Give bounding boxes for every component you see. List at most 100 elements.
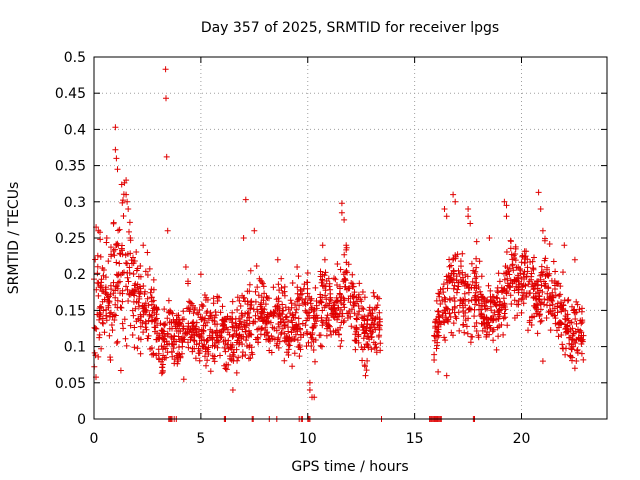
data-point [265, 336, 272, 343]
data-point [335, 331, 342, 338]
data-point [125, 278, 132, 285]
data-point [450, 320, 457, 327]
data-point [338, 294, 345, 300]
data-point [495, 308, 502, 314]
data-point [168, 333, 175, 340]
data-point [509, 280, 516, 287]
data-point [341, 283, 348, 290]
data-point [273, 327, 280, 334]
data-point [496, 278, 503, 285]
data-point [312, 337, 319, 343]
data-point [119, 199, 126, 206]
data-point [500, 295, 507, 302]
data-point [326, 280, 333, 287]
data-point [200, 343, 207, 350]
data-point [564, 311, 571, 318]
data-point [476, 306, 483, 313]
data-point [351, 289, 358, 296]
data-point [150, 276, 157, 283]
data-point [148, 314, 155, 321]
data-point [231, 327, 238, 334]
data-point [120, 213, 127, 219]
data-point [124, 286, 131, 293]
data-point [186, 298, 193, 305]
data-point [246, 314, 252, 321]
data-point [501, 310, 508, 317]
data-point [180, 325, 187, 332]
data-point [153, 305, 160, 311]
data-point [217, 352, 223, 359]
data-point [219, 323, 226, 330]
data-point [531, 302, 537, 309]
data-point [240, 235, 247, 241]
data-point [306, 309, 313, 316]
data-point [352, 346, 359, 353]
data-point [569, 303, 575, 310]
data-point [204, 337, 211, 344]
data-point [296, 344, 303, 351]
data-point [552, 320, 559, 327]
data-point [364, 317, 371, 324]
data-point [439, 313, 446, 319]
data-point [95, 292, 102, 299]
data-point [463, 323, 470, 330]
data-point [180, 308, 187, 315]
data-point [496, 313, 503, 320]
data-point [234, 294, 241, 301]
data-point [246, 342, 253, 349]
data-point [330, 328, 337, 335]
data-point [261, 314, 268, 321]
data-point [455, 267, 462, 274]
data-point [337, 266, 344, 273]
data-point [160, 321, 167, 328]
data-point [473, 328, 480, 334]
data-point [159, 330, 166, 337]
data-point [552, 268, 559, 275]
data-point [349, 280, 356, 287]
data-point [306, 379, 313, 386]
data-point [358, 298, 365, 305]
data-point [217, 334, 224, 341]
data-point [229, 387, 236, 393]
data-point [362, 327, 369, 333]
data-point [268, 349, 275, 356]
data-point [204, 357, 211, 364]
data-point [560, 302, 567, 309]
data-point [275, 295, 282, 302]
data-point [106, 298, 113, 305]
data-point [471, 313, 478, 320]
data-point [437, 301, 444, 307]
data-point [309, 331, 316, 338]
data-point [144, 272, 151, 278]
data-point [361, 362, 368, 369]
data-point [174, 356, 181, 363]
data-point [507, 292, 514, 299]
data-point [142, 300, 149, 307]
data-point [209, 334, 216, 341]
data-point [303, 329, 310, 335]
data-point [235, 354, 242, 361]
data-point [193, 341, 200, 348]
data-point [442, 304, 449, 311]
data-point [159, 346, 166, 353]
data-point [166, 319, 173, 326]
data-point [441, 334, 448, 341]
data-point [111, 252, 118, 259]
data-point [500, 331, 507, 338]
data-point [195, 350, 202, 357]
data-point [465, 213, 472, 220]
data-point [152, 316, 159, 323]
data-point [136, 290, 143, 297]
data-point [285, 328, 292, 335]
data-point [571, 256, 578, 263]
data-point [125, 206, 132, 212]
data-point [528, 276, 535, 283]
data-point [112, 146, 119, 153]
data-point [285, 318, 291, 325]
data-point [244, 301, 251, 308]
data-point [278, 329, 285, 336]
data-point [450, 276, 457, 282]
data-point [294, 337, 301, 344]
data-point [446, 263, 453, 270]
